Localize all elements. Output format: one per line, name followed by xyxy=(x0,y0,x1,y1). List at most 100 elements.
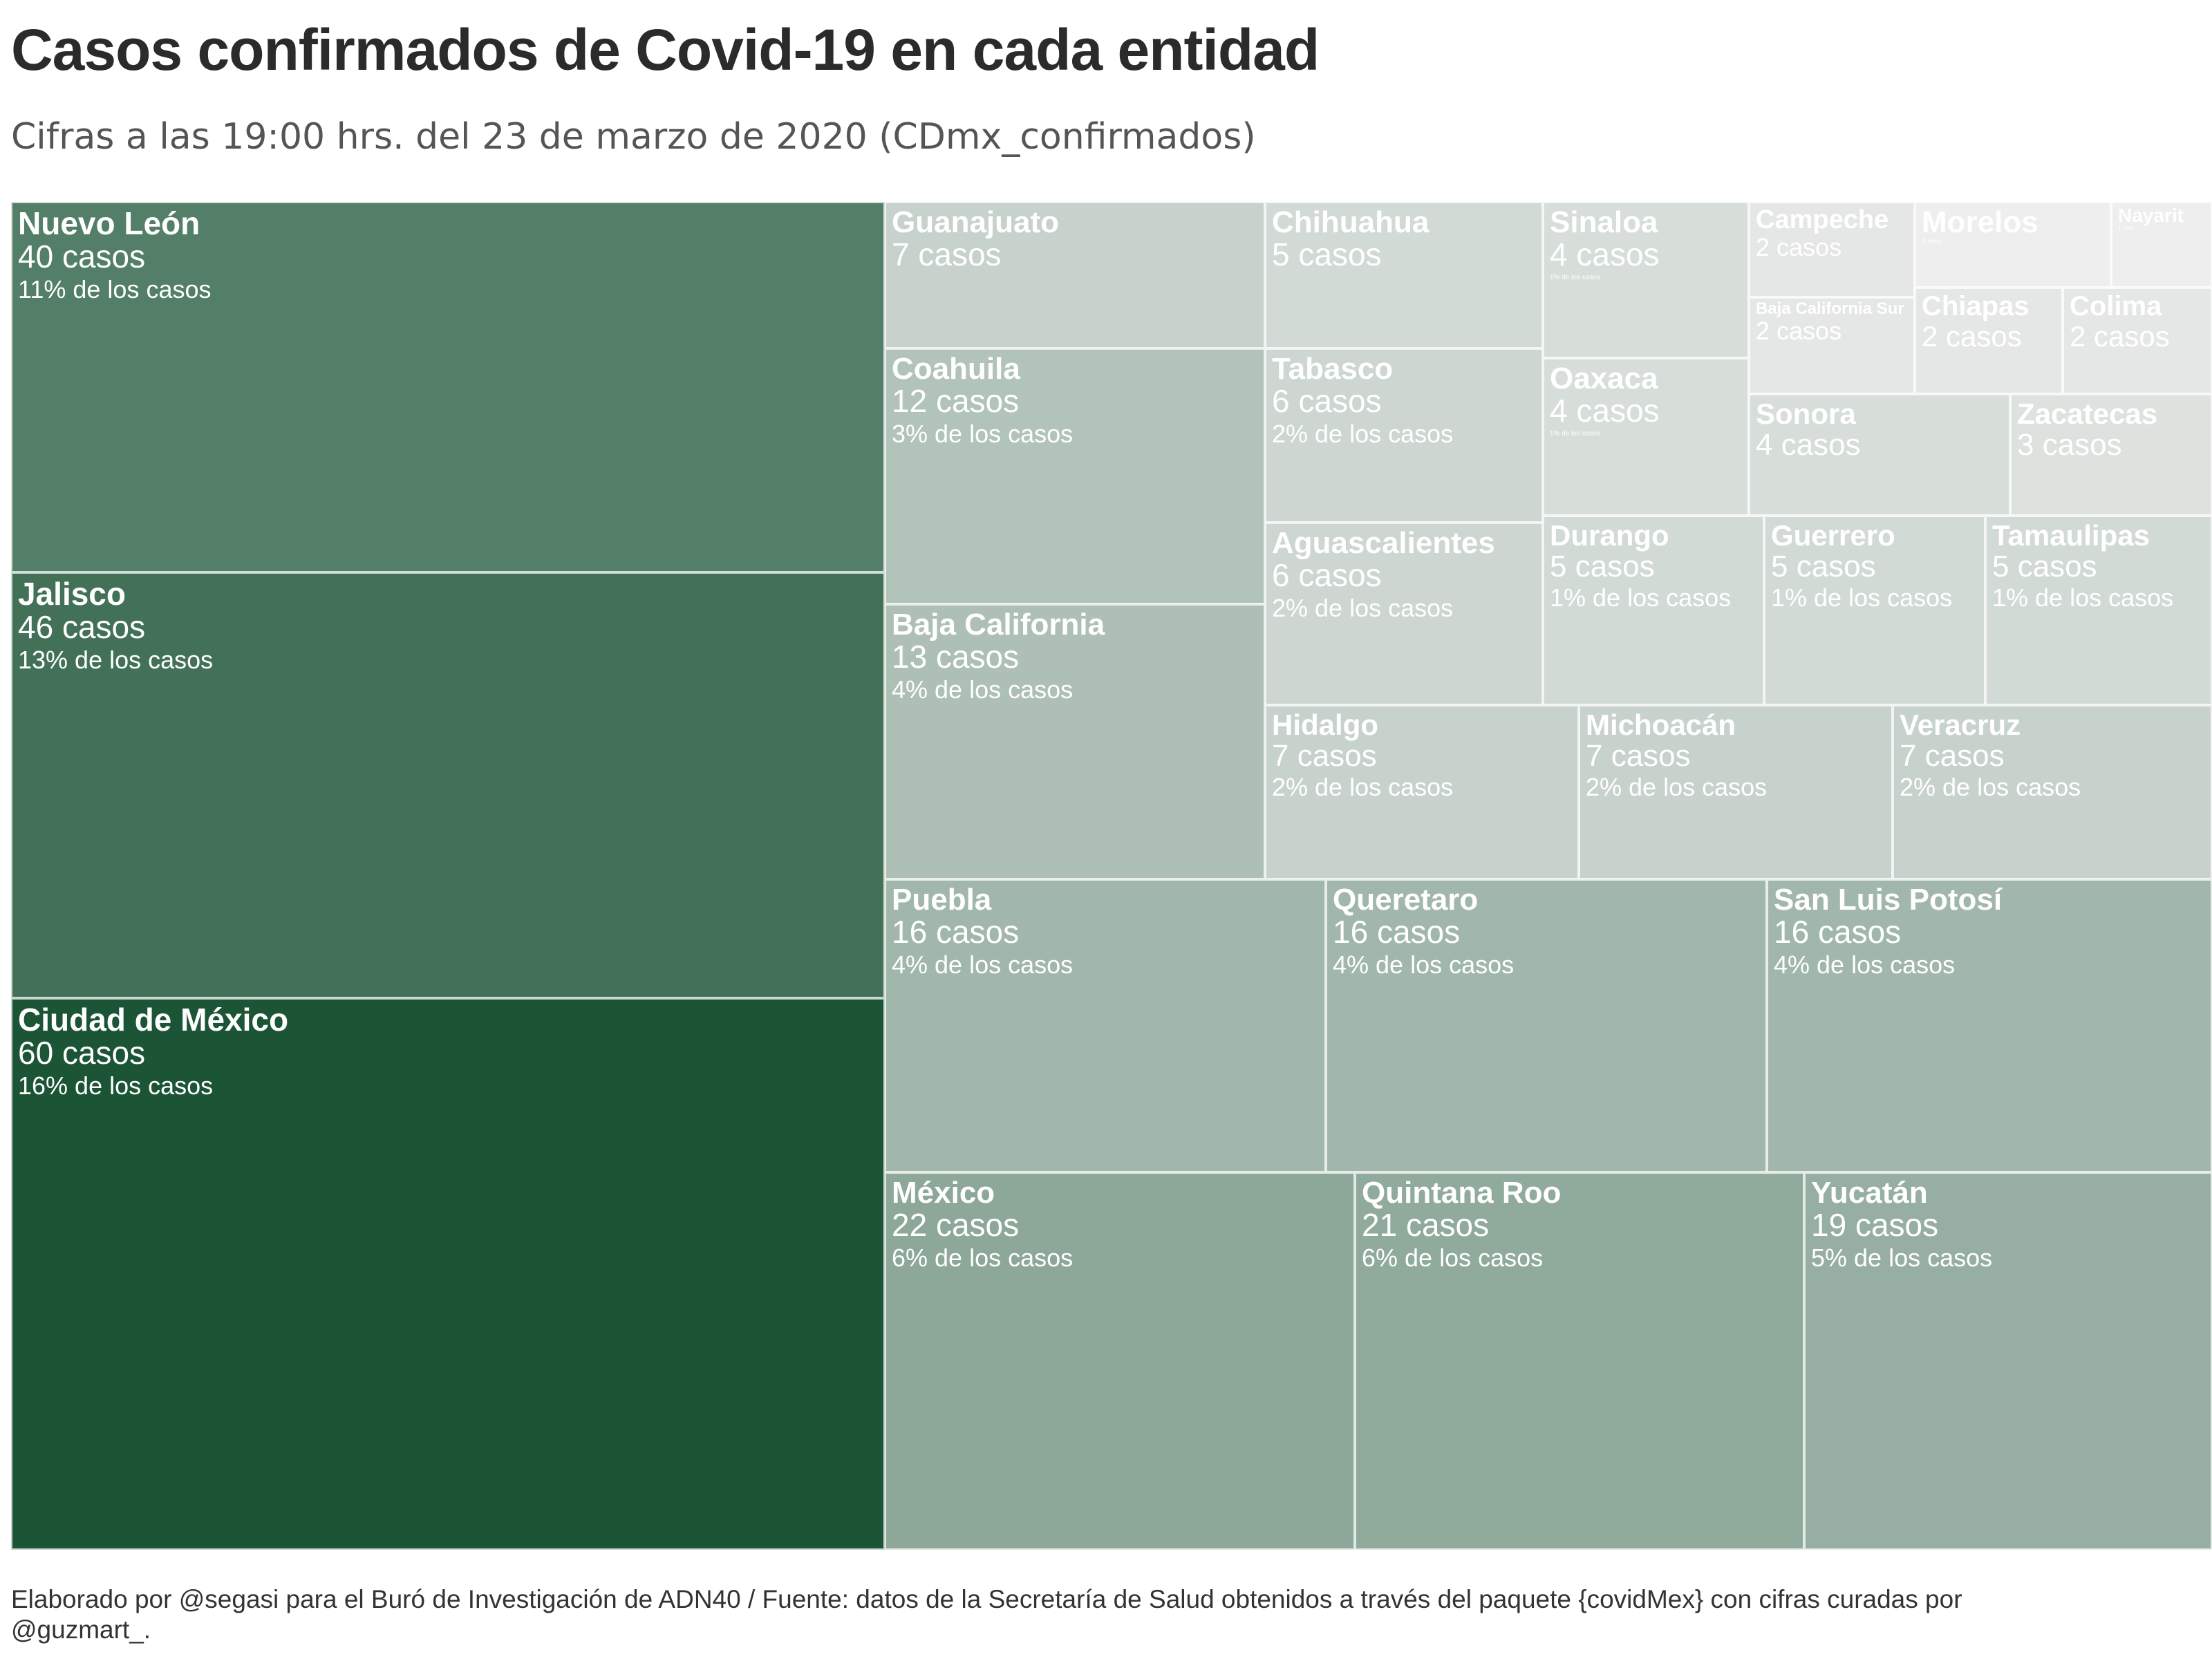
tile-percentage: 2% de los casos xyxy=(1272,419,1454,448)
tile-name: Nuevo León xyxy=(18,205,200,241)
treemap-tile: Baja California Sur 2 casos xyxy=(1749,297,1915,394)
tile-label: Nayarit 1 caso xyxy=(2118,203,2208,231)
tile-label: Yucatán 19 casos 5% de los casos xyxy=(1811,1174,2208,1271)
tile-label: Tamaulipas 5 casos 1% de los casos xyxy=(1992,517,2208,611)
treemap-tile: San Luis Potosí 16 casos 4% de los casos xyxy=(1767,879,2212,1172)
tile-name: Jalisco xyxy=(18,576,126,612)
tile-count: 7 casos xyxy=(1900,738,2005,773)
tile-label: Coahuila 12 casos 3% de los casos xyxy=(892,350,1261,447)
treemap-tile: Guerrero 5 casos 1% de los casos xyxy=(1764,516,1985,705)
tile-name: Guanajuato xyxy=(892,205,1060,239)
tile-label: Tabasco 6 casos 2% de los casos xyxy=(1272,350,1539,447)
tile-name: Coahuila xyxy=(892,352,1020,386)
tile-count: 12 casos xyxy=(892,382,1020,419)
tile-count: 7 casos xyxy=(1272,738,1377,773)
treemap-tile: Tabasco 6 casos 2% de los casos xyxy=(1265,348,1543,523)
tile-name: Hidalgo xyxy=(1272,709,1378,741)
tile-label: Chiapas 2 casos xyxy=(1922,289,2059,351)
tile-name: Ciudad de México xyxy=(18,1002,289,1038)
treemap-tile: Queretaro 16 casos 4% de los casos xyxy=(1326,879,1767,1172)
tile-label: Zacatecas 3 casos xyxy=(2017,395,2208,460)
tile-count: 7 casos xyxy=(1586,738,1691,773)
tile-percentage: 2% de los casos xyxy=(1272,773,1454,802)
tile-count: 5 casos xyxy=(1992,549,2097,583)
tile-percentage: 6% de los casos xyxy=(1362,1243,1544,1272)
tile-name: Sinaloa xyxy=(1550,205,1658,239)
tile-name: Durango xyxy=(1550,519,1669,552)
treemap-tile: Colima 2 casos xyxy=(2063,288,2212,394)
tile-count: 6 casos xyxy=(1272,382,1382,419)
tile-count: 1 caso xyxy=(1922,237,1942,245)
tile-name: Guerrero xyxy=(1771,519,1895,552)
treemap-tile: Nayarit 1 caso xyxy=(2111,202,2212,288)
tile-label: Oaxaca 4 casos 1% de los casos xyxy=(1550,359,1745,438)
treemap-tile: Jalisco 46 casos 13% de los casos xyxy=(11,572,885,998)
tile-percentage: 2% de los casos xyxy=(1272,593,1454,622)
tile-count: 4 casos xyxy=(1756,427,1861,462)
tile-percentage: 5% de los casos xyxy=(1811,1243,1993,1272)
tile-name: Queretaro xyxy=(1333,883,1479,917)
tile-name: Campeche xyxy=(1756,205,1889,234)
tile-count: 4 casos xyxy=(1550,392,1660,429)
tile-count: 2 casos xyxy=(1922,319,2022,353)
tile-percentage: 1% de los casos xyxy=(1550,429,1600,438)
tile-label: Guanajuato 7 casos xyxy=(892,203,1261,272)
tile-count: 1 caso xyxy=(2118,225,2135,232)
tile-name: Morelos xyxy=(1922,205,2038,239)
tile-count: 22 casos xyxy=(892,1206,1020,1243)
tile-label: Baja California 13 casos 4% de los casos xyxy=(892,606,1261,702)
tile-label: San Luis Potosí 16 casos 4% de los casos xyxy=(1774,881,2208,977)
treemap-tile: Chiapas 2 casos xyxy=(1915,288,2063,394)
chart-subtitle: Cifras a las 19:00 hrs. del 23 de marzo … xyxy=(11,116,1256,158)
tile-label: Morelos 1 caso xyxy=(1922,203,2107,245)
tile-count: 16 casos xyxy=(1774,913,1902,950)
chart-title: Casos confirmados de Covid-19 en cada en… xyxy=(11,17,1320,82)
tile-count: 7 casos xyxy=(892,236,1002,272)
tile-count: 2 casos xyxy=(2070,319,2170,353)
tile-percentage: 1% de los casos xyxy=(1992,583,2174,612)
tile-count: 40 casos xyxy=(18,238,146,274)
treemap-tile: Ciudad de México 60 casos 16% de los casos xyxy=(11,998,885,1550)
tile-percentage: 6% de los casos xyxy=(892,1243,1074,1272)
treemap-tile: Puebla 16 casos 4% de los casos xyxy=(885,879,1326,1172)
tile-label: Queretaro 16 casos 4% de los casos xyxy=(1333,881,1763,977)
treemap-tile: Aguascalientes 6 casos 2% de los casos xyxy=(1265,523,1543,705)
tile-name: Quintana Roo xyxy=(1362,1176,1562,1210)
tile-label: Ciudad de México 60 casos 16% de los casos xyxy=(18,1000,881,1098)
treemap-tile: Veracruz 7 casos 2% de los casos xyxy=(1893,705,2212,879)
tile-percentage: 4% de los casos xyxy=(1333,950,1515,979)
tile-count: 46 casos xyxy=(18,608,146,645)
treemap-tile: Baja California 13 casos 4% de los casos xyxy=(885,604,1265,879)
tile-label: Hidalgo 7 casos 2% de los casos xyxy=(1272,706,1575,800)
tile-percentage: 4% de los casos xyxy=(892,675,1074,704)
tile-percentage: 1% de los casos xyxy=(1550,273,1600,281)
tile-name: Colima xyxy=(2070,291,2162,321)
tile-count: 3 casos xyxy=(2017,427,2122,462)
tile-count: 6 casos xyxy=(1272,556,1382,593)
tile-label: México 22 casos 6% de los casos xyxy=(892,1174,1351,1271)
tile-label: Sonora 4 casos xyxy=(1756,395,2006,460)
tile-percentage: 1% de los casos xyxy=(1550,583,1732,612)
tile-count: 2 casos xyxy=(1756,232,1842,261)
tile-label: Aguascalientes 6 casos 2% de los casos xyxy=(1272,524,1539,621)
tile-percentage: 2% de los casos xyxy=(1900,773,2081,802)
tile-count: 19 casos xyxy=(1811,1206,1939,1243)
tile-name: Veracruz xyxy=(1900,709,2021,741)
tile-label: Veracruz 7 casos 2% de los casos xyxy=(1900,706,2208,800)
tile-percentage: 16% de los casos xyxy=(18,1071,214,1100)
tile-count: 16 casos xyxy=(892,913,1020,950)
tile-count: 2 casos xyxy=(1756,316,1842,345)
treemap-tile: Zacatecas 3 casos xyxy=(2010,394,2212,516)
tile-count: 60 casos xyxy=(18,1034,146,1071)
chart-caption: Elaborado por @segasi para el Buró de In… xyxy=(11,1585,1962,1644)
tile-label: Chihuahua 5 casos xyxy=(1272,203,1539,272)
tile-count: 16 casos xyxy=(1333,913,1461,950)
tile-count: 4 casos xyxy=(1550,236,1660,272)
tile-label: Campeche 2 casos xyxy=(1756,203,1911,261)
tile-label: Sinaloa 4 casos 1% de los casos xyxy=(1550,203,1745,281)
treemap-tile: Sonora 4 casos xyxy=(1749,394,2010,516)
tile-label: Jalisco 46 casos 13% de los casos xyxy=(18,574,881,673)
tile-percentage: 3% de los casos xyxy=(892,419,1074,448)
treemap-tile: Michoacán 7 casos 2% de los casos xyxy=(1579,705,1893,879)
tile-name: Baja California Sur xyxy=(1756,299,1904,318)
